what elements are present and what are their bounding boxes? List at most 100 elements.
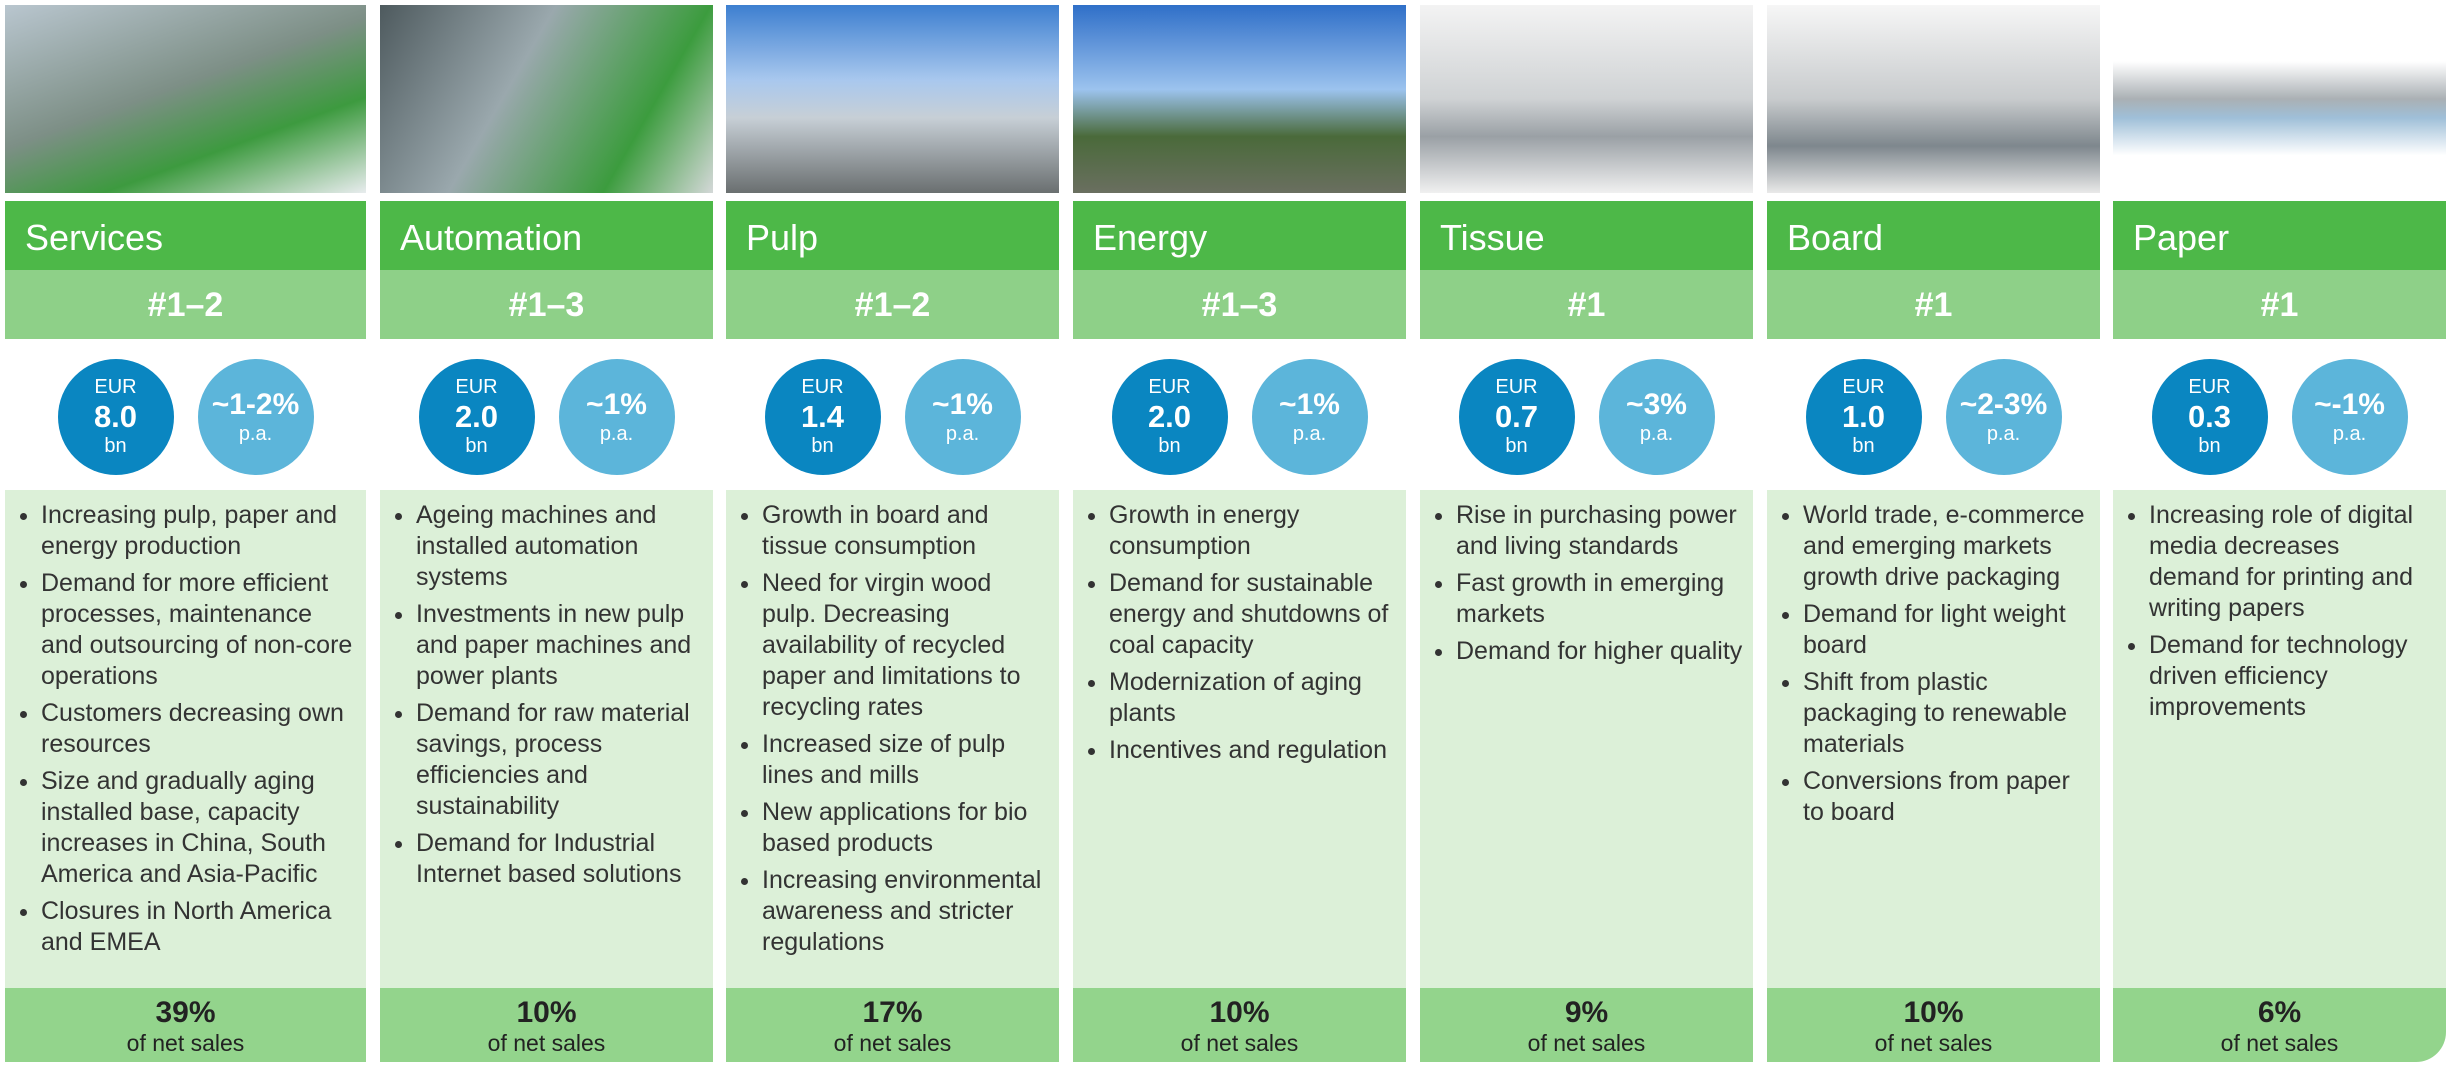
driver: Need for virgin wood pulp. Decreasing av… (762, 568, 1049, 723)
photo (1073, 5, 1406, 193)
growth: ~-1% (2314, 388, 2385, 422)
driver-list: Ageing machines and installed automation… (392, 500, 703, 890)
driver: Incentives and regulation (1109, 735, 1396, 766)
driver-list: Increasing pulp, paper and energy produc… (17, 500, 356, 958)
growth: ~3% (1626, 388, 1687, 422)
growth-circle: ~1% p.a. (558, 359, 675, 475)
rank: #1 (1767, 270, 2100, 339)
growth: ~1% (586, 388, 647, 422)
share-box: 9% of net sales (1420, 988, 1753, 1062)
market-size-circle: EUR 0.3 bn (2151, 359, 2268, 475)
currency: EUR (94, 376, 137, 399)
currency: EUR (2188, 376, 2231, 399)
photo (1420, 5, 1753, 193)
growth-unit: p.a. (1639, 422, 1674, 445)
market-size-circle: EUR 1.0 bn (1805, 359, 1922, 475)
share-box: 10% of net sales (1073, 988, 1406, 1062)
growth: ~2-3% (1959, 388, 2048, 422)
market-size-circle: EUR 0.7 bn (1458, 359, 1575, 475)
share: 9% (1564, 996, 1609, 1029)
driver-list: World trade, e-commerce and emerging mar… (1779, 500, 2090, 828)
driver: Demand for Industrial Internet based sol… (416, 828, 703, 890)
market-size: 8.0 (93, 399, 138, 435)
driver: Growth in energy consumption (1109, 500, 1396, 562)
market-size: 0.7 (1494, 399, 1539, 435)
unit: bn (2198, 434, 2221, 457)
driver-list: Increasing role of digital media decreas… (2125, 500, 2436, 723)
driver: Increasing role of digital media decreas… (2149, 500, 2436, 624)
unit: bn (104, 434, 127, 457)
driver: Demand for technology driven efficiency … (2149, 630, 2436, 723)
market-size: 1.0 (1841, 399, 1886, 435)
driver-list: Growth in board and tissue consumptionNe… (738, 500, 1049, 958)
driver: Demand for sustainable energy and shutdo… (1109, 568, 1396, 661)
currency: EUR (1148, 376, 1191, 399)
driver: Fast growth in emerging markets (1456, 568, 1743, 630)
market-size-circle: EUR 8.0 bn (57, 359, 174, 475)
driver: Growth in board and tissue consumption (762, 500, 1049, 562)
growth: ~1% (1279, 388, 1340, 422)
currency: EUR (801, 376, 844, 399)
rank: #1–2 (5, 270, 366, 339)
driver: Demand for raw material savings, process… (416, 698, 703, 822)
growth-circle: ~1-2% p.a. (197, 359, 314, 475)
column-title: Services (5, 201, 366, 270)
driver: Increasing environmental awareness and s… (762, 865, 1049, 958)
driver-list: Growth in energy consumptionDemand for s… (1085, 500, 1396, 766)
share-label: of net sales (833, 1030, 952, 1056)
market-size: 1.4 (800, 399, 845, 435)
share: 17% (862, 996, 923, 1029)
share-box: 10% of net sales (380, 988, 713, 1062)
share-label: of net sales (1527, 1030, 1646, 1056)
column-title: Pulp (726, 201, 1059, 270)
rank: #1 (1420, 270, 1753, 339)
share-box: 17% of net sales (726, 988, 1059, 1062)
share: 39% (155, 996, 216, 1029)
column-title: Tissue (1420, 201, 1753, 270)
driver: Demand for more efficient processes, mai… (41, 568, 356, 692)
market-size-circle: EUR 2.0 bn (1111, 359, 1228, 475)
drivers: Rise in purchasing power and living stan… (1420, 490, 1753, 988)
market-size: 2.0 (454, 399, 499, 435)
rank: #1 (2113, 270, 2446, 339)
drivers: Increasing pulp, paper and energy produc… (5, 490, 366, 988)
currency: EUR (1495, 376, 1538, 399)
rank: #1–2 (726, 270, 1059, 339)
driver: Increasing pulp, paper and energy produc… (41, 500, 356, 562)
share-label: of net sales (2220, 1030, 2339, 1056)
photo (2113, 5, 2446, 193)
currency: EUR (455, 376, 498, 399)
driver: Shift from plastic packaging to renewabl… (1803, 667, 2090, 760)
unit: bn (811, 434, 834, 457)
driver: Size and gradually aging installed base,… (41, 766, 356, 890)
market-size: 0.3 (2187, 399, 2232, 435)
drivers: Growth in board and tissue consumptionNe… (726, 490, 1059, 988)
growth-unit: p.a. (2332, 422, 2367, 445)
photo (5, 5, 366, 193)
driver: World trade, e-commerce and emerging mar… (1803, 500, 2090, 593)
drivers: World trade, e-commerce and emerging mar… (1767, 490, 2100, 988)
share-label: of net sales (1874, 1030, 1993, 1056)
rank: #1–3 (1073, 270, 1406, 339)
drivers: Growth in energy consumptionDemand for s… (1073, 490, 1406, 988)
growth: ~1% (932, 388, 993, 422)
driver: Customers decreasing own resources (41, 698, 356, 760)
driver: Demand for light weight board (1803, 599, 2090, 661)
photo (380, 5, 713, 193)
driver: Investments in new pulp and paper machin… (416, 599, 703, 692)
growth-circle: ~3% p.a. (1598, 359, 1715, 475)
driver: Ageing machines and installed automation… (416, 500, 703, 593)
growth-unit: p.a. (599, 422, 634, 445)
driver: New applications for bio based products (762, 797, 1049, 859)
unit: bn (1505, 434, 1528, 457)
growth-circle: ~1% p.a. (1251, 359, 1368, 475)
rank: #1–3 (380, 270, 713, 339)
photo (726, 5, 1059, 193)
driver: Rise in purchasing power and living stan… (1456, 500, 1743, 562)
share-label: of net sales (126, 1030, 245, 1056)
share: 10% (1209, 996, 1270, 1029)
share-label: of net sales (487, 1030, 606, 1056)
share: 10% (516, 996, 577, 1029)
growth-unit: p.a. (1986, 422, 2021, 445)
